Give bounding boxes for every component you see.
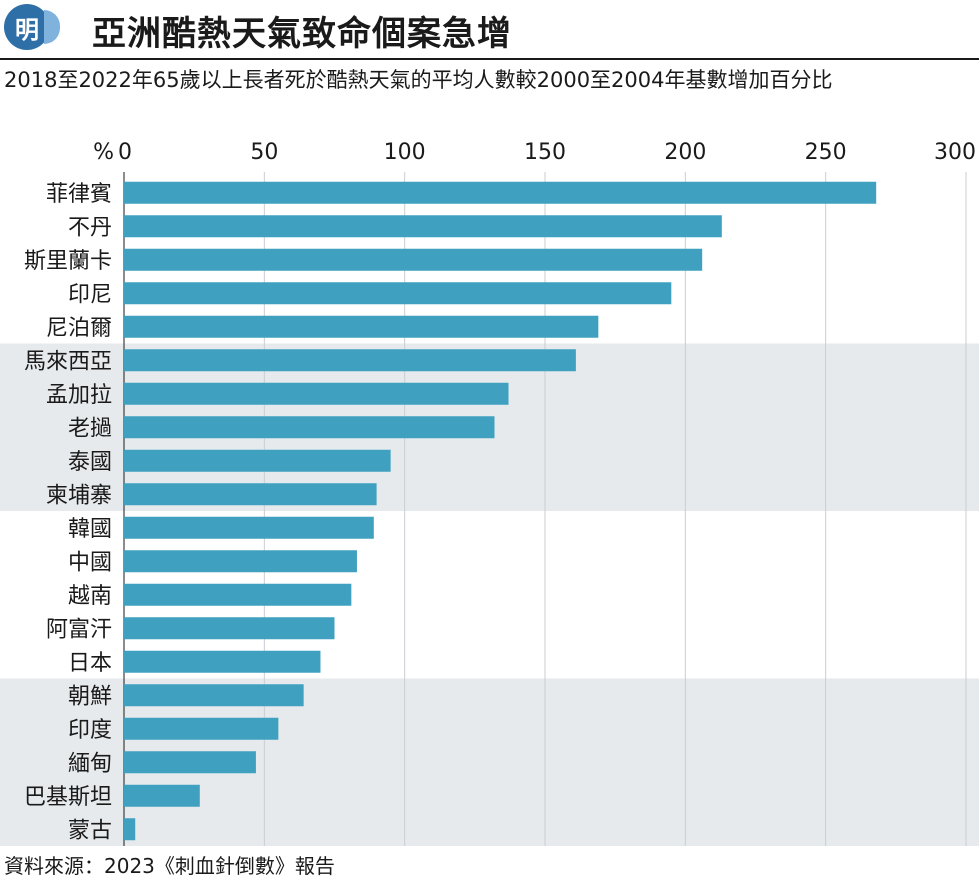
category-label: 馬來西亞: [24, 349, 112, 374]
category-label: 不丹: [68, 215, 112, 240]
category-label: 老撾: [68, 416, 112, 441]
category-label: 中國: [68, 550, 112, 575]
category-label: 印尼: [68, 282, 112, 307]
bar: [124, 784, 200, 807]
bar: [124, 416, 495, 439]
bar: [124, 550, 357, 573]
category-label: 斯里蘭卡: [24, 249, 112, 274]
category-label: 越南: [68, 584, 112, 609]
x-tick-label: 50: [250, 140, 278, 165]
category-label: 尼泊爾: [46, 316, 112, 341]
bar: [124, 248, 703, 271]
title-rule: [0, 58, 979, 60]
x-tick-label: 300: [934, 140, 976, 165]
x-tick-label: 150: [524, 140, 566, 165]
bar: [124, 215, 722, 238]
category-label: 印度: [68, 718, 112, 743]
bar: [124, 650, 321, 673]
bar: [124, 516, 374, 539]
category-label: 巴基斯坦: [24, 785, 112, 810]
bar: [124, 617, 335, 640]
x-tick-label: 0: [118, 140, 132, 165]
bar: [124, 751, 256, 774]
category-label: 朝鮮: [68, 684, 112, 709]
bar: [124, 583, 352, 606]
category-label: 日本: [68, 651, 112, 676]
bar: [124, 181, 877, 204]
category-label: 阿富汗: [46, 617, 112, 642]
bar: [124, 717, 279, 740]
chart-subtitle: 2018至2022年65歲以上長者死於酷熱天氣的平均人數較2000至2004年基…: [4, 68, 833, 92]
category-label: 泰國: [68, 450, 112, 475]
logo-crescent-icon: [44, 10, 60, 44]
category-label: 韓國: [68, 517, 112, 542]
bar: [124, 449, 391, 472]
category-label: 柬埔寨: [46, 483, 112, 508]
source-note: 資料來源：2023《刺血針倒數》報告: [4, 854, 335, 878]
category-label: 緬甸: [68, 751, 112, 776]
bar: [124, 684, 304, 707]
bar: [124, 282, 672, 305]
x-axis-unit-label: %: [93, 140, 114, 165]
x-tick-label: 250: [805, 140, 847, 165]
category-label: 菲律賓: [46, 182, 112, 207]
x-tick-label: 200: [664, 140, 706, 165]
category-label: 蒙古: [68, 818, 112, 843]
bar: [124, 483, 377, 506]
page-title: 亞洲酷熱天氣致命個案急增: [92, 14, 512, 54]
bar: [124, 382, 509, 405]
bar: [124, 818, 136, 841]
newspaper-logo: 明: [4, 4, 62, 50]
header: 明 亞洲酷熱天氣致命個案急增: [0, 0, 979, 56]
bar: [124, 349, 576, 372]
category-label: 孟加拉: [46, 383, 112, 408]
logo-text: 明: [15, 14, 39, 44]
x-tick-label: 100: [384, 140, 426, 165]
bar: [124, 315, 599, 338]
logo-circle: 明: [4, 4, 50, 50]
